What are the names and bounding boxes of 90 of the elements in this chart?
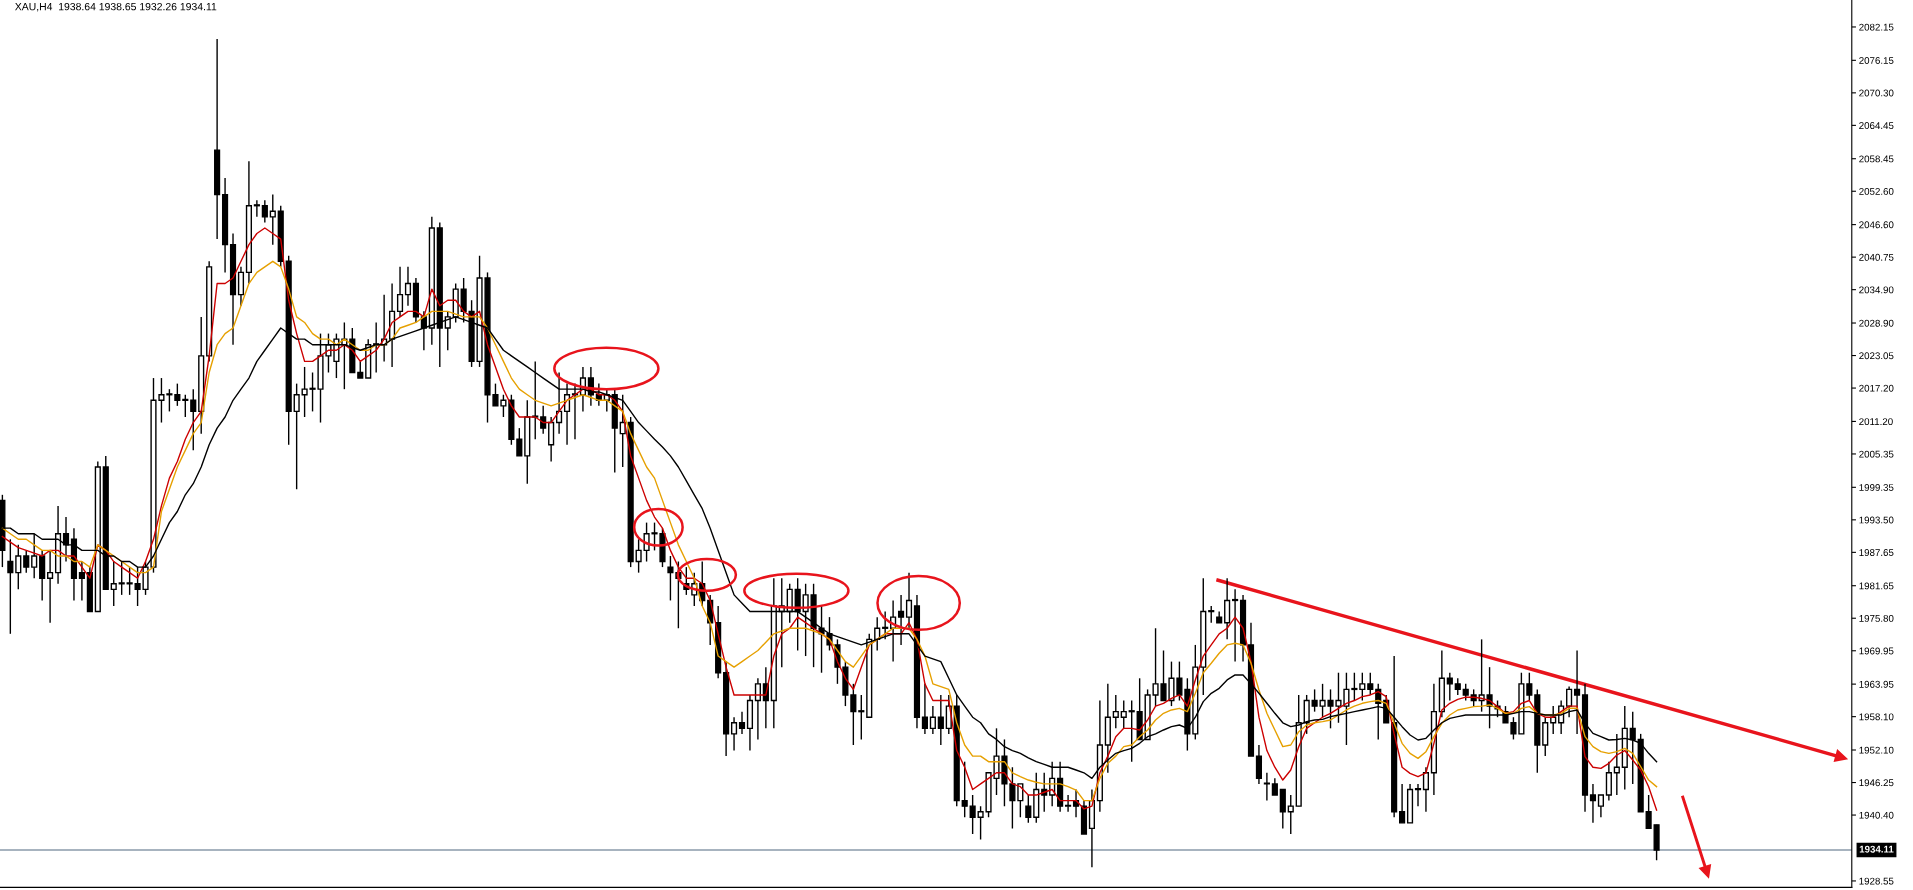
- candlestick: [1605, 760, 1612, 802]
- y-tick-label: 2011.20: [1859, 418, 1893, 426]
- candlestick: [1446, 672, 1453, 702]
- y-tick-label: 2005.35: [1859, 450, 1894, 458]
- candlestick: [1064, 794, 1072, 813]
- y-tick-label: 1987.65: [1859, 549, 1894, 556]
- candlestick: [738, 710, 746, 735]
- candlestick: [1120, 699, 1127, 730]
- candlestick: [174, 382, 181, 407]
- candlestick: [23, 549, 30, 574]
- candlestick: [1232, 588, 1239, 663]
- y-tick-label: 2058.45: [1859, 155, 1894, 163]
- y-tick-label: 2023.05: [1859, 352, 1894, 360]
- candlestick: [261, 199, 268, 224]
- candlestick: [516, 427, 523, 457]
- candlestick: [293, 382, 300, 490]
- y-tick-label: 2017.20: [1859, 384, 1894, 392]
- candlestick: [1566, 685, 1573, 718]
- candlestick: [1645, 794, 1652, 830]
- candlestick: [730, 716, 738, 752]
- y-tick-label: 1952.10: [1859, 746, 1894, 754]
- y-tick-label: 2040.75: [1859, 253, 1894, 261]
- candlestick: [540, 405, 547, 435]
- candlestick: [882, 610, 889, 641]
- y-tick-label: 1958.10: [1859, 713, 1894, 721]
- candlestick: [47, 549, 54, 624]
- candlestick: [78, 560, 85, 602]
- candlestick: [126, 566, 133, 596]
- y-tick-label: 1963.95: [1859, 680, 1894, 688]
- candlestick: [850, 683, 857, 746]
- candlestick: [1589, 783, 1597, 824]
- candlestick: [1422, 766, 1430, 813]
- candlestick: [1279, 788, 1286, 830]
- ref-line-label: 1934.11: [1859, 845, 1894, 853]
- candlestick: [1526, 672, 1533, 702]
- candlestick: [1542, 716, 1549, 757]
- candlestick: [1112, 694, 1119, 730]
- candlestick: [1025, 794, 1032, 824]
- candlestick: [1597, 794, 1604, 818]
- y-tick-label: 1969.95: [1859, 647, 1894, 655]
- candlestick: [1287, 794, 1294, 835]
- candlestick: [897, 594, 905, 646]
- candlestick: [548, 416, 555, 463]
- candlestick: [118, 560, 125, 596]
- candlestick: [39, 549, 46, 602]
- y-tick-label: 1946.25: [1859, 779, 1894, 787]
- candlestick: [921, 683, 929, 735]
- y-tick-label: 1975.80: [1859, 614, 1894, 622]
- y-tick-label: 1981.65: [1859, 582, 1894, 590]
- candlestick: [1263, 772, 1270, 802]
- candlestick: [905, 571, 913, 629]
- candlestick: [1255, 744, 1263, 785]
- candlestick: [269, 193, 276, 246]
- y-tick-label: 1940.40: [1859, 811, 1894, 819]
- candlestick: [237, 266, 245, 307]
- y-tick-label: 2076.15: [1859, 57, 1894, 64]
- y-tick-label: 2070.30: [1859, 89, 1894, 97]
- candlestick: [404, 266, 412, 307]
- candlestick: [1128, 699, 1135, 763]
- candlestick: [182, 394, 189, 418]
- candlestick: [190, 388, 197, 452]
- candlestick: [1399, 783, 1406, 824]
- candlestick: [1359, 672, 1366, 702]
- candlestick: [929, 705, 936, 735]
- candlestick: [1367, 672, 1374, 696]
- candlestick: [15, 544, 22, 591]
- candlestick: [1224, 577, 1231, 641]
- y-tick-label: 2064.45: [1859, 122, 1894, 129]
- candlestick: [937, 694, 944, 746]
- y-tick-label: 1928.55: [1859, 877, 1894, 885]
- candlestick: [969, 794, 976, 835]
- candlestick: [396, 266, 404, 318]
- chart-title: XAU,H4 1938.64 1938.65 1932.26 1934.11: [15, 2, 217, 12]
- y-tick-label: 2082.15: [1859, 23, 1894, 31]
- candlestick: [7, 538, 14, 635]
- candlestick: [1573, 649, 1581, 735]
- candlestick: [961, 760, 968, 818]
- candlestick: [858, 694, 865, 741]
- y-tick-label: 2034.90: [1859, 286, 1894, 294]
- candlestick: [253, 199, 260, 218]
- y-tick-label: 2052.60: [1859, 187, 1894, 195]
- candlestick: [1414, 783, 1422, 807]
- y-tick-label: 2046.60: [1859, 221, 1894, 229]
- candlestick: [110, 560, 117, 607]
- y-tick-label: 2028.90: [1859, 319, 1894, 327]
- y-tick-label: 1999.35: [1859, 484, 1894, 491]
- candlestick: [1017, 783, 1024, 818]
- candlestick: [31, 533, 38, 579]
- candlestick: [1303, 694, 1310, 735]
- y-tick-label: 1993.50: [1859, 516, 1894, 524]
